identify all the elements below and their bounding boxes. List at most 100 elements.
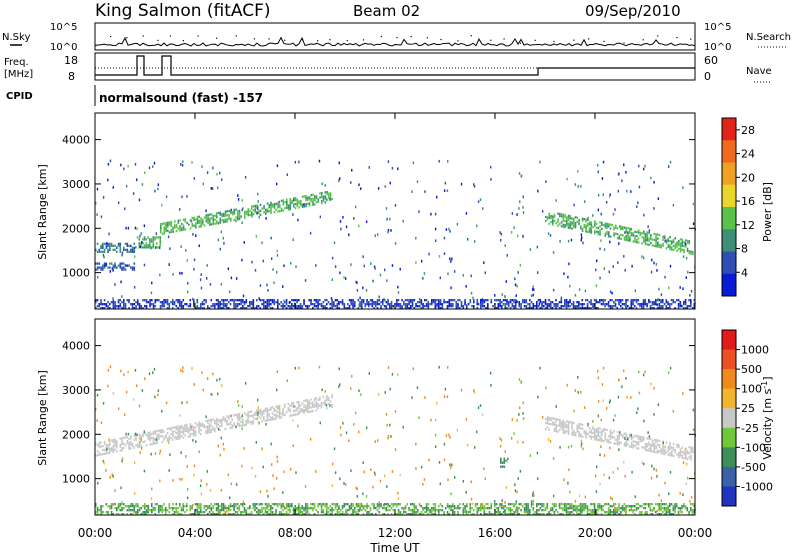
velocity-cell — [322, 395, 325, 399]
power-cell — [131, 305, 134, 308]
power-cell — [588, 231, 591, 234]
power-cell — [207, 215, 209, 219]
velocity-cell — [128, 445, 130, 448]
velocity-cell — [249, 513, 251, 516]
power-cell — [660, 299, 662, 302]
power-cell — [219, 247, 221, 251]
velocity-cell — [557, 511, 559, 514]
velocity-cell — [548, 513, 550, 516]
velocity-cell — [517, 477, 519, 480]
velocity-cell — [277, 407, 279, 410]
velocity-cell — [180, 369, 182, 372]
power-cell — [179, 227, 181, 230]
velocity-cell — [175, 431, 178, 435]
power-cell — [499, 238, 502, 242]
power-cell — [354, 305, 356, 308]
velocity-cell — [522, 401, 524, 405]
velocity-cell — [569, 505, 571, 508]
power-cell — [312, 197, 314, 200]
velocity-cell — [476, 507, 479, 510]
velocity-cell — [103, 442, 106, 445]
power-cell — [462, 305, 465, 308]
power-cell — [286, 204, 288, 207]
power-cell — [612, 212, 615, 216]
velocity-cell — [271, 507, 274, 510]
velocity-cell — [406, 503, 409, 506]
power-cell — [505, 280, 507, 283]
power-cell — [674, 247, 677, 250]
velocity-cell — [527, 509, 529, 512]
power-cell — [314, 199, 316, 202]
velocity-cell — [504, 511, 507, 514]
velocity-cell — [625, 377, 627, 380]
power-cell — [103, 248, 106, 251]
velocity-cell — [108, 438, 110, 442]
velocity-cell — [128, 507, 130, 510]
power-cell — [410, 307, 412, 310]
velocity-cell — [603, 454, 606, 457]
velocity-cell — [112, 450, 115, 454]
velocity-cell — [672, 448, 675, 452]
power-cell — [216, 172, 218, 176]
power-cell — [119, 264, 122, 267]
velocity-cell — [217, 505, 220, 508]
velocity-cell — [240, 513, 242, 516]
velocity-cell — [283, 505, 285, 509]
power-cell — [671, 246, 673, 249]
velocity-cell — [672, 509, 675, 512]
velocity-cell — [223, 447, 225, 451]
velocity-cell — [660, 505, 662, 508]
power-cell — [587, 218, 589, 222]
velocity-cell — [434, 511, 437, 514]
velocity-cell — [519, 469, 522, 473]
velocity-cell — [469, 503, 472, 506]
power-cell — [198, 225, 201, 228]
power-cell — [585, 218, 587, 221]
velocity-cell — [676, 445, 678, 448]
power-cell — [161, 222, 164, 225]
power-cell — [513, 226, 515, 229]
power-cell — [264, 305, 267, 308]
power-cell — [330, 297, 333, 300]
velocity-cell — [366, 513, 368, 516]
power-cell — [692, 252, 694, 256]
power-cell — [686, 249, 689, 252]
power-cell — [228, 209, 230, 213]
power-cell — [256, 192, 259, 196]
power-cell — [156, 242, 158, 245]
velocity-cell — [473, 446, 476, 449]
power-cell — [241, 221, 243, 225]
velocity-cell — [636, 435, 638, 438]
power-cell — [245, 210, 248, 213]
power-cell — [336, 305, 339, 308]
velocity-cell — [144, 513, 146, 516]
power-cell — [618, 301, 620, 304]
velocity-cell — [642, 373, 645, 377]
velocity-cell — [425, 503, 428, 506]
power-cell — [634, 234, 636, 237]
velocity-cell — [366, 503, 368, 506]
velocity-cell — [207, 507, 209, 510]
velocity-cell — [592, 431, 594, 435]
velocity-cell — [110, 447, 113, 450]
velocity-cell — [324, 503, 326, 506]
power-cell — [145, 307, 148, 310]
velocity-cell — [229, 414, 232, 418]
power-cell — [372, 279, 374, 283]
power-cell — [411, 301, 414, 304]
power-cell — [590, 225, 593, 228]
velocity-cell — [270, 513, 272, 516]
power-cell — [532, 303, 535, 306]
velocity-cell — [347, 509, 349, 512]
power-cell — [130, 266, 132, 269]
power-cell — [107, 162, 110, 166]
velocity-cell — [236, 513, 239, 516]
velocity-y-label: Slant Range [km] — [36, 370, 49, 466]
power-cell — [179, 299, 181, 302]
power-cell — [567, 222, 570, 225]
power-cell — [669, 240, 671, 243]
velocity-cell — [334, 471, 337, 474]
power-cell — [686, 247, 689, 250]
power-cell — [580, 238, 582, 242]
velocity-cell — [520, 380, 523, 384]
